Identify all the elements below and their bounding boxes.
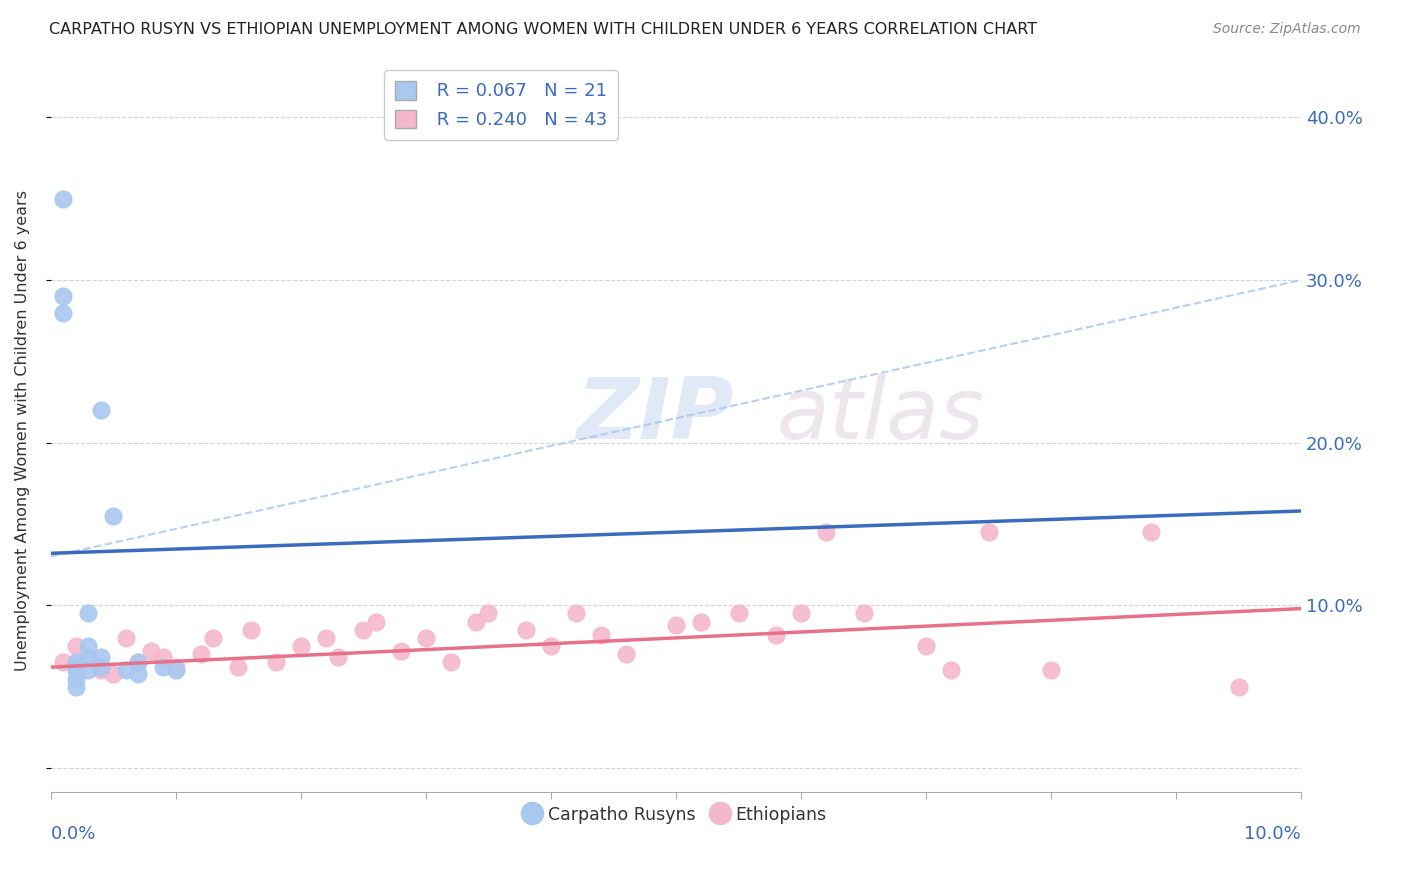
- Point: [165, 664, 187, 678]
- Point: [290, 639, 312, 653]
- Point: [315, 631, 337, 645]
- Point: [1140, 525, 1163, 540]
- Point: [364, 615, 387, 629]
- Point: [115, 664, 138, 678]
- Text: 0.0%: 0.0%: [51, 825, 96, 843]
- Point: [765, 627, 787, 641]
- Point: [52, 305, 75, 319]
- Point: [127, 655, 149, 669]
- Point: [190, 647, 212, 661]
- Point: [90, 660, 112, 674]
- Point: [515, 623, 537, 637]
- Point: [614, 647, 637, 661]
- Text: ZIP: ZIP: [576, 375, 734, 458]
- Point: [852, 607, 875, 621]
- Point: [65, 660, 87, 674]
- Point: [115, 631, 138, 645]
- Point: [239, 623, 262, 637]
- Point: [127, 655, 149, 669]
- Text: Source: ZipAtlas.com: Source: ZipAtlas.com: [1213, 22, 1361, 37]
- Point: [790, 607, 813, 621]
- Point: [52, 192, 75, 206]
- Legend: Carpatho Rusyns, Ethiopians: Carpatho Rusyns, Ethiopians: [519, 798, 834, 830]
- Point: [65, 680, 87, 694]
- Text: atlas: atlas: [776, 375, 984, 458]
- Point: [727, 607, 749, 621]
- Point: [52, 655, 75, 669]
- Point: [440, 655, 463, 669]
- Point: [1040, 664, 1063, 678]
- Point: [389, 644, 412, 658]
- Point: [690, 615, 713, 629]
- Point: [90, 664, 112, 678]
- Point: [815, 525, 838, 540]
- Point: [228, 660, 250, 674]
- Point: [65, 672, 87, 686]
- Point: [202, 631, 225, 645]
- Point: [977, 525, 1000, 540]
- Point: [264, 655, 287, 669]
- Point: [165, 660, 187, 674]
- Point: [90, 650, 112, 665]
- Point: [65, 655, 87, 669]
- Point: [565, 607, 588, 621]
- Point: [152, 660, 174, 674]
- Point: [915, 639, 938, 653]
- Point: [77, 650, 100, 665]
- Point: [90, 403, 112, 417]
- Point: [77, 607, 100, 621]
- Point: [152, 650, 174, 665]
- Point: [465, 615, 488, 629]
- Text: CARPATHO RUSYN VS ETHIOPIAN UNEMPLOYMENT AMONG WOMEN WITH CHILDREN UNDER 6 YEARS: CARPATHO RUSYN VS ETHIOPIAN UNEMPLOYMENT…: [49, 22, 1038, 37]
- Point: [52, 289, 75, 303]
- Point: [589, 627, 612, 641]
- Point: [103, 666, 125, 681]
- Point: [665, 618, 688, 632]
- Point: [65, 639, 87, 653]
- Point: [127, 666, 149, 681]
- Point: [65, 664, 87, 678]
- Point: [352, 623, 374, 637]
- Point: [1227, 680, 1250, 694]
- Text: 10.0%: 10.0%: [1244, 825, 1301, 843]
- Point: [77, 650, 100, 665]
- Point: [540, 639, 562, 653]
- Point: [77, 664, 100, 678]
- Point: [477, 607, 499, 621]
- Point: [103, 508, 125, 523]
- Point: [139, 644, 162, 658]
- Point: [415, 631, 437, 645]
- Y-axis label: Unemployment Among Women with Children Under 6 years: Unemployment Among Women with Children U…: [15, 190, 30, 671]
- Point: [77, 639, 100, 653]
- Point: [939, 664, 962, 678]
- Point: [328, 650, 350, 665]
